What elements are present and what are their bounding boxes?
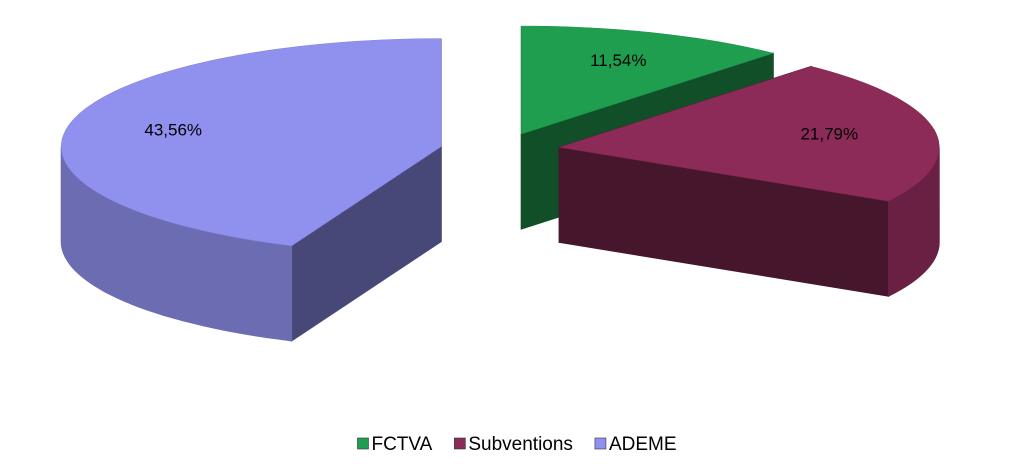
legend-label: ADEME [609,434,677,455]
data-label: 43,56% [144,120,202,139]
legend-label: FCTVA [371,434,432,455]
legend: FCTVA Subventions ADEME [357,434,677,455]
slice [558,65,940,298]
slice [60,38,442,342]
slice-top [559,66,940,202]
slice-top [521,25,775,135]
legend-label: Subventions [468,434,573,455]
legend-swatch [594,437,607,450]
legend-swatch [357,437,369,450]
data-label: 21,79% [800,124,858,143]
legend-swatch [454,437,466,450]
slice-top [61,38,442,247]
data-label: 11,54% [590,51,646,70]
